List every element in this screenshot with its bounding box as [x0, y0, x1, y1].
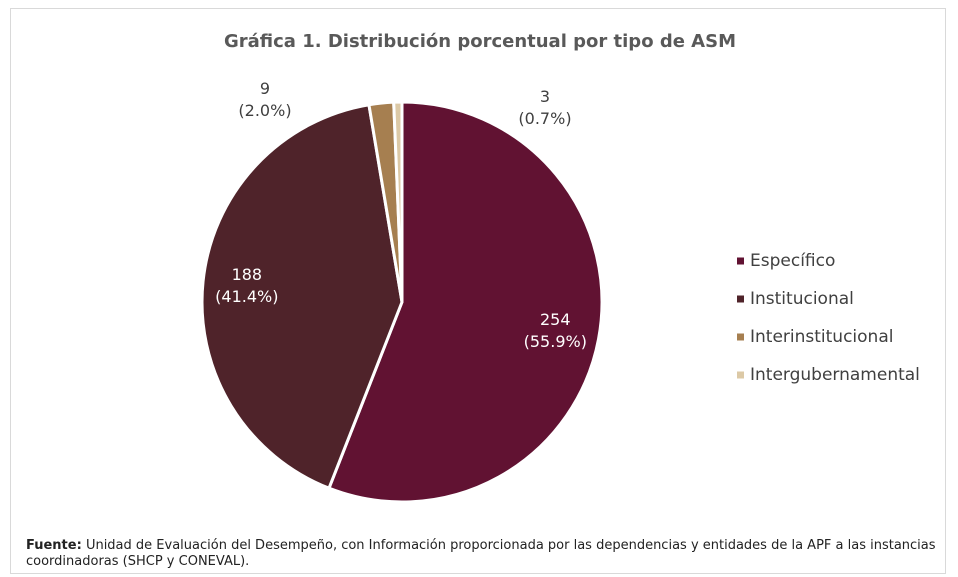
data-label-line: 9 — [260, 79, 270, 98]
data-label: 9 (2.0%) — [238, 79, 291, 120]
pie-slice — [392, 100, 404, 303]
data-label-line: (55.9%) — [524, 331, 587, 350]
source-text: Unidad de Evaluación del Desempeño, con … — [26, 538, 936, 569]
legend-label: Intergubernamental — [750, 365, 920, 385]
legend-label: Específico — [750, 251, 835, 271]
chart-frame — [10, 8, 946, 574]
legend-swatch — [737, 371, 744, 379]
legend-swatch — [737, 257, 744, 265]
source-label: Fuente: — [26, 538, 82, 553]
legend-swatch — [737, 333, 744, 341]
source-note: Fuente: Unidad de Evaluación del Desempe… — [26, 538, 946, 570]
data-label-line: 188 — [232, 264, 263, 283]
data-label-line: (0.7%) — [518, 109, 571, 128]
data-label-line: 254 — [540, 309, 571, 328]
data-label-line: (41.4%) — [215, 286, 278, 305]
legend-label: Institucional — [750, 289, 854, 309]
pie-slice — [200, 103, 404, 491]
data-label-line: 3 — [540, 87, 550, 106]
data-label: 3 (0.7%) — [518, 87, 571, 128]
data-label: 254 (55.9%) — [524, 309, 587, 350]
pie-slice — [327, 100, 604, 504]
legend-label: Interinstitucional — [750, 327, 893, 347]
chart-title: Gráfica 1. Distribución porcentual por t… — [224, 31, 736, 52]
data-label: 188 (41.4%) — [215, 264, 278, 305]
data-label-line: (2.0%) — [238, 101, 291, 120]
legend-swatch — [737, 295, 744, 303]
